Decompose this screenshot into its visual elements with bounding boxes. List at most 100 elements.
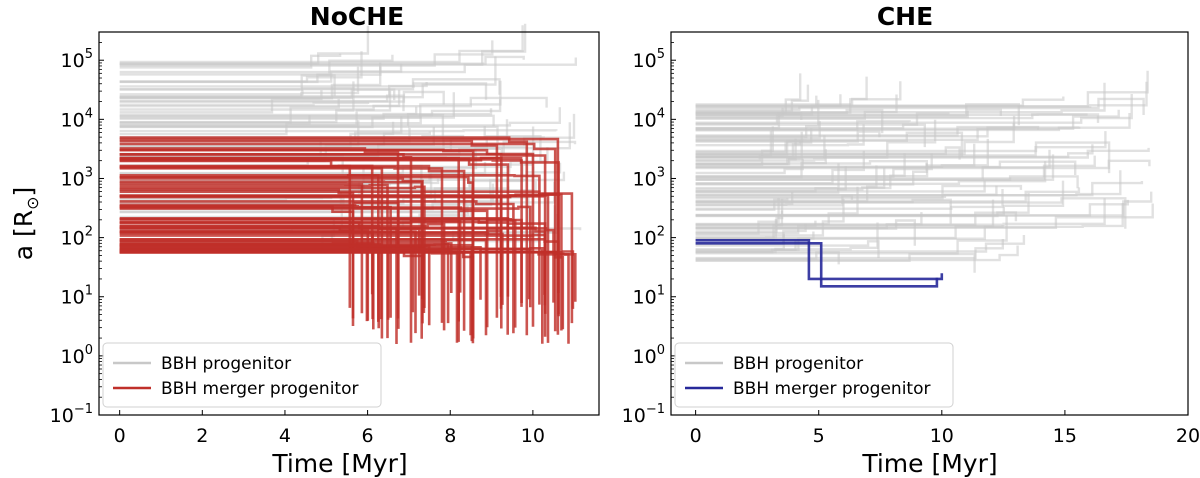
series-line [119, 148, 535, 327]
series-line [119, 193, 563, 331]
y-tick-label: 102 [633, 225, 665, 250]
series-line [695, 154, 1055, 193]
series-line [119, 166, 444, 323]
series-line [695, 242, 939, 288]
series-line [695, 235, 1026, 253]
series-line [695, 82, 1106, 114]
series-line [695, 197, 780, 235]
legend-label: BBH merger progenitor [733, 379, 930, 399]
x-axis-ticks: 0 2 4 6 8 10 [114, 410, 545, 447]
series-line [119, 205, 355, 326]
series-line [695, 94, 1133, 124]
series-line [119, 74, 336, 97]
x-axis-label: Time [Myr] [271, 449, 407, 478]
series-lines [695, 70, 1154, 288]
series-line [119, 250, 475, 344]
x-tick-label: 5 [813, 425, 825, 447]
series-line [695, 212, 923, 230]
y-tick-label: 104 [61, 106, 93, 131]
series-line [119, 92, 455, 129]
series-line [695, 211, 1018, 222]
series-line [119, 183, 389, 339]
series-lines [119, 23, 582, 344]
legend-label: BBH merger progenitor [161, 379, 358, 399]
series-line [119, 249, 369, 322]
series-line [695, 186, 859, 226]
series-line [119, 129, 558, 133]
series-line [695, 239, 944, 281]
series-line [119, 251, 460, 342]
x-tick-label: 0 [114, 425, 126, 447]
x-tick-label: 8 [444, 425, 456, 447]
legend: BBH progenitor BBH merger progenitor [102, 342, 382, 408]
series-line [119, 250, 424, 299]
series-line [119, 205, 532, 308]
series-line [695, 240, 880, 258]
series-line [695, 96, 1065, 107]
series-line [695, 215, 1008, 255]
series-line [119, 121, 395, 148]
series-line [695, 70, 1149, 108]
series-line [119, 185, 426, 308]
series-line [119, 229, 503, 309]
y-tick-label: 103 [633, 165, 665, 190]
y-tick-label: 101 [633, 284, 665, 309]
series-line [695, 153, 933, 178]
legend-label: BBH progenitor [161, 354, 291, 374]
y-tick-label: 104 [633, 106, 665, 131]
series-line [119, 55, 525, 65]
series-line [695, 199, 845, 237]
plot-frame [98, 31, 600, 416]
series-line [119, 107, 561, 127]
series-line [119, 94, 405, 112]
panel-noche: NoCHE a [R⊙] 0 2 4 6 8 10 10−1 100 101 102 103 104… [9, 2, 600, 478]
series-line [119, 66, 360, 99]
series-line [119, 188, 355, 319]
y-axis-label: a [R⊙] [9, 187, 42, 261]
series-line [695, 197, 1127, 229]
series-line [119, 247, 531, 300]
series-line [695, 161, 1047, 185]
series-line [695, 131, 1107, 157]
series-line [119, 51, 363, 83]
x-tick-label: 20 [1176, 425, 1200, 447]
x-tick-label: 10 [521, 425, 545, 447]
x-axis-ticks: 0 5 10 15 20 [690, 410, 1200, 447]
series-line [119, 142, 557, 332]
series-line [695, 160, 1077, 175]
series-line [695, 124, 865, 147]
series-line [119, 137, 560, 335]
y-tick-label: 10−1 [622, 402, 665, 427]
series-line [119, 80, 502, 119]
series-line [119, 247, 544, 344]
series-line [119, 221, 398, 344]
legend-box [674, 342, 954, 408]
y-tick-label: 10−1 [50, 402, 93, 427]
chart-title: CHE [877, 2, 933, 31]
x-tick-label: 10 [930, 425, 954, 447]
y-axis-ticks: 10−1 100 101 102 103 104 105 [622, 31, 676, 427]
series-line [119, 53, 342, 69]
y-tick-label: 102 [61, 225, 93, 250]
series-line [695, 231, 815, 252]
series-line [119, 156, 460, 322]
y-tick-label: 105 [61, 47, 93, 72]
y-tick-label: 101 [61, 284, 93, 309]
series-line [119, 182, 364, 314]
y-axis-label-text: a [R⊙] [9, 187, 42, 261]
series-line [695, 153, 906, 190]
series-line [695, 203, 1124, 228]
series-line [119, 101, 370, 106]
series-line [119, 113, 576, 148]
series-line [119, 139, 499, 318]
x-tick-label: 0 [690, 425, 702, 447]
series-line [119, 147, 400, 319]
x-axis-label: Time [Myr] [861, 449, 997, 478]
series-line [119, 62, 382, 100]
series-line [119, 201, 400, 329]
x-tick-label: 15 [1053, 425, 1077, 447]
x-tick-label: 4 [279, 425, 291, 447]
series-line [119, 82, 488, 100]
series-line [695, 245, 1019, 262]
legend-box [102, 342, 382, 408]
